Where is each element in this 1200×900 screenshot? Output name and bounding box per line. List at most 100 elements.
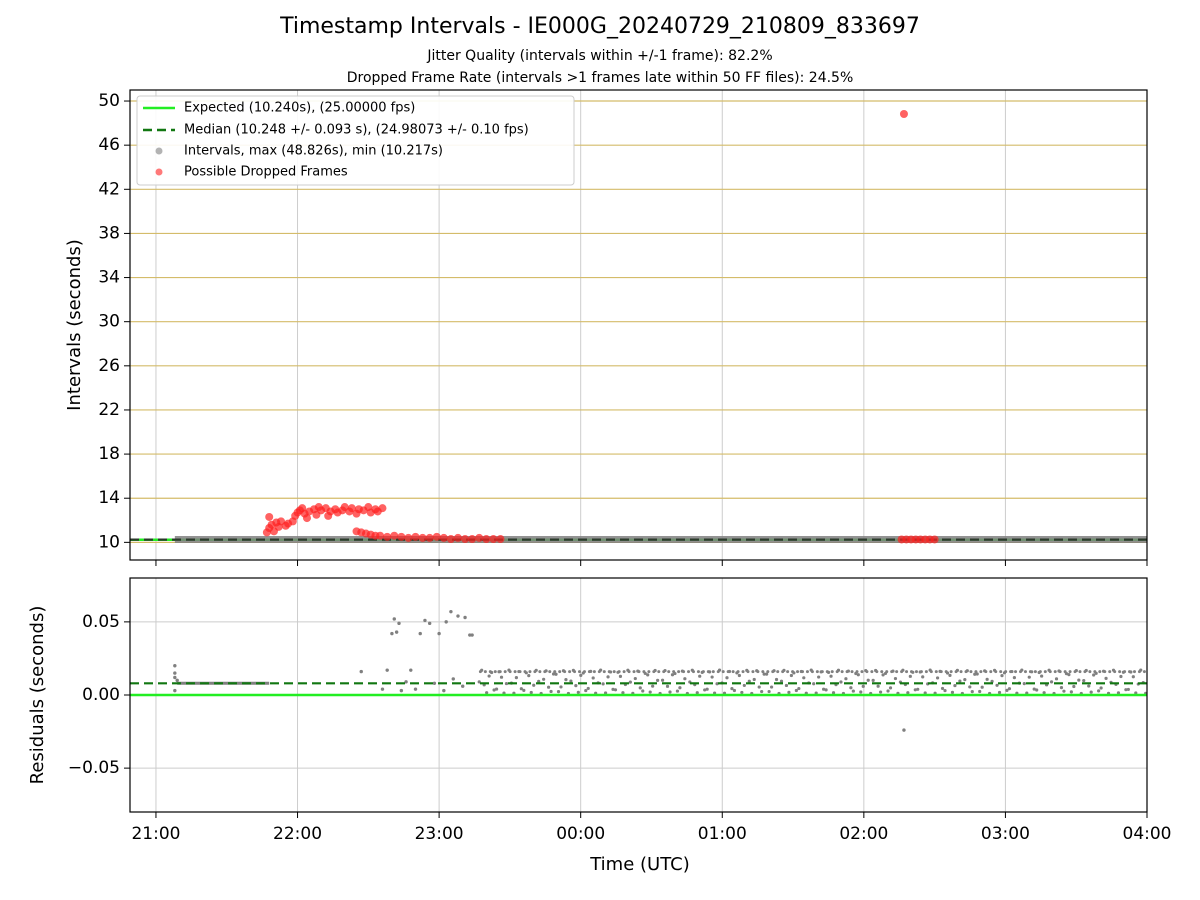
residual-point <box>824 688 828 692</box>
residual-point <box>558 670 562 674</box>
residual-point <box>1089 690 1093 694</box>
residual-point <box>499 675 504 679</box>
residual-point <box>633 676 637 681</box>
residual-point <box>483 670 487 674</box>
residual-point <box>427 621 432 626</box>
residual-point <box>537 679 541 683</box>
legend-box <box>136 95 575 186</box>
residual-point <box>914 670 918 674</box>
residual-point <box>979 670 983 674</box>
legend-dropped-handle <box>155 168 163 176</box>
residual-point <box>919 670 923 674</box>
top-y-tick-label: 38 <box>98 223 120 243</box>
residual-point <box>663 668 667 673</box>
residual-point <box>950 690 955 694</box>
residual-point <box>380 687 385 691</box>
residual-point <box>548 670 552 674</box>
residual-point <box>413 687 418 691</box>
residual-point <box>815 670 819 674</box>
residual-point <box>1103 670 1107 674</box>
residual-point <box>498 670 502 674</box>
residual-point <box>924 670 928 674</box>
residual-point <box>1067 673 1071 677</box>
residual-point <box>902 728 906 732</box>
residual-point <box>831 691 836 695</box>
residual-point <box>470 633 474 637</box>
residual-point <box>953 683 957 688</box>
residual-point <box>782 668 786 672</box>
bottom-plot-area <box>130 578 1147 812</box>
residual-point <box>519 687 523 691</box>
residual-point <box>480 668 484 672</box>
residual-point <box>1022 681 1026 686</box>
residual-point <box>916 687 920 691</box>
residual-point <box>762 672 766 676</box>
residual-point <box>851 689 855 693</box>
residual-point <box>861 684 865 688</box>
dropped-frame-point <box>397 532 406 541</box>
residual-point <box>1084 668 1088 673</box>
residual-point <box>618 674 623 678</box>
residual-point <box>698 674 702 678</box>
residual-point <box>1007 687 1012 691</box>
residual-point <box>608 670 613 674</box>
bottom-y-tick-label: −0.05 <box>68 758 120 778</box>
dropped-frame-point <box>461 535 470 544</box>
residual-point <box>1132 670 1136 674</box>
residual-point <box>1069 690 1073 694</box>
residual-point <box>653 668 657 673</box>
residual-point <box>551 672 556 676</box>
residual-point <box>908 674 912 678</box>
residual-point <box>769 685 774 689</box>
residual-point <box>646 673 650 677</box>
residual-point <box>901 668 905 672</box>
residual-point <box>948 673 952 677</box>
x-tick-label: 00:00 <box>556 824 605 844</box>
residual-point <box>1139 668 1143 672</box>
residual-point <box>621 691 625 695</box>
residual-point <box>643 671 647 676</box>
residual-point <box>1119 674 1123 679</box>
residual-point <box>492 688 496 692</box>
residual-point <box>737 673 741 678</box>
residual-point <box>730 686 734 691</box>
residual-point <box>591 676 595 680</box>
residual-point <box>529 690 533 695</box>
residual-point <box>1048 670 1052 674</box>
top-y-tick-label: 46 <box>98 135 120 155</box>
residual-point <box>390 631 394 636</box>
residual-point <box>973 672 977 676</box>
residual-point <box>564 678 568 682</box>
dropped-frame-point <box>439 533 448 542</box>
residual-point <box>528 670 532 674</box>
dropped-frame-point <box>468 535 477 544</box>
x-axis-label: Time (UTC) <box>589 854 690 875</box>
residual-point <box>660 678 665 682</box>
residual-point <box>736 670 740 674</box>
dropped-frame-point <box>432 532 441 541</box>
residual-point <box>668 690 672 694</box>
residual-point <box>747 679 751 683</box>
residual-point <box>866 678 870 682</box>
x-tick-label: 22:00 <box>273 824 322 844</box>
residual-point <box>826 670 831 674</box>
residual-point <box>392 617 396 621</box>
residual-point <box>1126 687 1130 692</box>
residual-point <box>905 670 909 674</box>
residual-point <box>437 631 441 636</box>
residual-point <box>1030 670 1034 674</box>
top-y-tick-label: 50 <box>98 91 120 111</box>
residual-point <box>569 679 573 683</box>
residual-point <box>532 683 536 687</box>
top-plot-area <box>130 90 1147 560</box>
residual-point <box>1023 670 1027 674</box>
top-axes-frame <box>129 89 1148 561</box>
residual-point <box>995 683 999 687</box>
dropped-frame-point <box>489 535 498 544</box>
residual-point <box>789 673 794 678</box>
legend: Expected (10.240s), (25.00000 fps) Median… <box>136 95 575 186</box>
residual-point <box>461 684 465 688</box>
residual-point <box>432 681 437 685</box>
residual-point <box>1078 670 1082 674</box>
residual-point <box>553 670 557 674</box>
